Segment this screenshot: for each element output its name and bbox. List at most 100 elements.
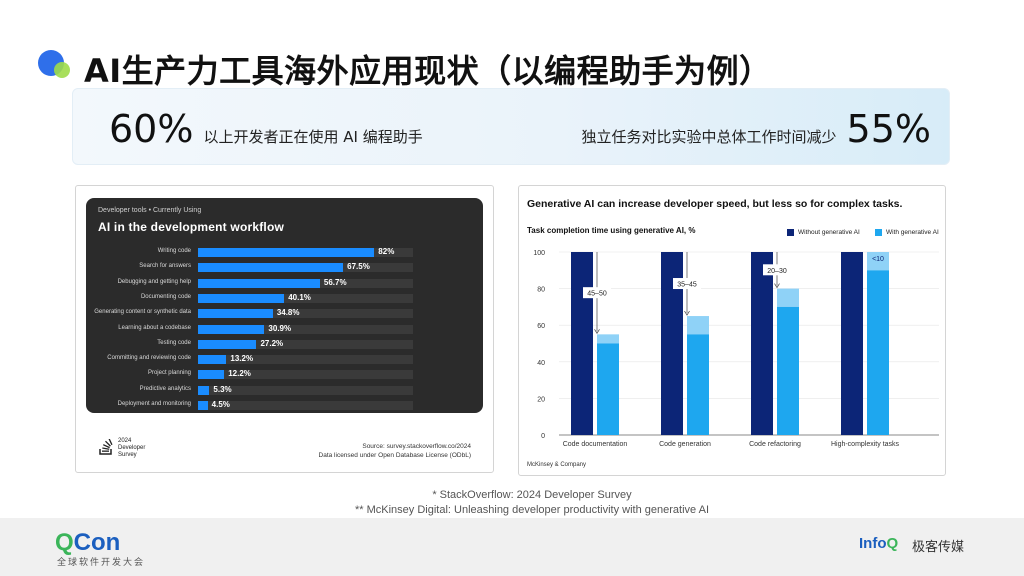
so-bar-row: Deployment and monitoring 4.5% — [86, 400, 483, 411]
so-bar-row: Testing code 27.2% — [86, 339, 483, 350]
infoq-logo-main: Info — [859, 535, 887, 552]
mk-ytick-label: 20 — [537, 396, 545, 403]
so-bar — [198, 248, 375, 257]
so-bar-value: 67.5% — [347, 262, 370, 272]
so-bar — [198, 309, 273, 319]
so-bar-row: Learning about a codebase 30.9% — [86, 324, 483, 335]
mk-bar-with-ai-range — [597, 334, 619, 344]
infoq-chinese-name: 极客传媒 — [912, 539, 965, 554]
so-bar-row: Documenting code 40.1% — [86, 293, 483, 304]
mk-category-label: High-complexity tasks — [831, 441, 900, 448]
stat-right: 独立任务对比实验中总体工作时间减少 55% — [582, 107, 931, 151]
mk-bar-with-ai-range — [687, 316, 709, 335]
mk-annotation-label: 45–50 — [587, 291, 607, 298]
mk-bar-without-ai — [841, 252, 863, 435]
page-title: AI生产力工具海外应用现状（以编程助手为例） — [84, 52, 772, 90]
legend-with-ai: With generative AI — [875, 229, 939, 236]
mk-category-label: Code generation — [659, 441, 711, 448]
mk-chart-subtitle: Task completion time using generative AI… — [527, 226, 696, 235]
stat-left-number: 60% — [109, 107, 194, 151]
so-bar — [198, 339, 257, 349]
mk-category-label: Code refactoring — [749, 441, 801, 448]
mk-ytick-label: 80 — [537, 287, 545, 294]
so-bar-label: Deployment and monitoring — [117, 401, 191, 407]
so-bar-label: Predictive analytics — [139, 385, 191, 392]
mk-chart-title: Generative AI can increase developer spe… — [527, 198, 903, 210]
title-bullet-icon — [38, 50, 78, 90]
mk-annotation-bg — [763, 264, 791, 276]
so-bar-label: Documenting code — [140, 293, 191, 300]
stat-left-text: 以上开发者正在使用 AI 编程助手 — [203, 128, 423, 146]
mk-bar-without-ai — [751, 252, 773, 435]
qcon-logo-rest: Con — [73, 529, 121, 556]
legend-without-ai: Without generative AI — [787, 229, 860, 236]
footer-bar: QCon 全球软件开发大会 InfoQ 极客传媒 — [0, 518, 1024, 576]
so-license-line: Data licensed under Open Database Licens… — [318, 452, 471, 459]
so-bar-track — [198, 309, 413, 319]
so-bar-track — [198, 263, 413, 273]
stat-band: 60% 以上开发者正在使用 AI 编程助手 独立任务对比实验中总体工作时间减少 … — [72, 88, 950, 165]
mk-annotation-bg — [673, 278, 701, 290]
so-chart-title: AI in the development workflow — [98, 220, 285, 234]
stackoverflow-chart-card: Developer tools • Currently Using AI in … — [75, 185, 494, 473]
mk-bar-with-ai — [597, 343, 619, 435]
so-bar-track — [198, 278, 413, 288]
so-bar-track — [198, 293, 413, 303]
so-bar-track — [198, 370, 413, 380]
so-bar-value: 12.2% — [228, 369, 251, 379]
stat-left: 60% 以上开发者正在使用 AI 编程助手 — [109, 107, 423, 151]
qcon-logo-q: Q — [55, 529, 74, 556]
infoq-logo: InfoQ — [859, 535, 898, 552]
legend-swatch-with — [875, 229, 882, 236]
mk-annotation-bg — [583, 287, 611, 299]
so-source-line: Source: survey.stackoverflow.co/2024 — [362, 443, 471, 450]
mk-bar-without-ai — [571, 252, 593, 435]
so-bar-value: 82% — [378, 247, 395, 256]
so-bar — [198, 385, 210, 395]
so-bar-row: Search for answers 67.5% — [86, 262, 483, 273]
so-bar-value: 5.3% — [213, 384, 232, 394]
mk-bar-with-ai-range — [867, 252, 889, 271]
so-bar-value: 56.7% — [323, 277, 347, 287]
mk-annotation-label: <10 — [872, 256, 884, 263]
so-bar-value: 13.2% — [230, 354, 254, 364]
mk-bar-with-ai — [867, 270, 889, 435]
infoq-logo-q: Q — [886, 535, 899, 552]
mk-ytick-label: 60 — [537, 323, 545, 330]
mk-source: McKinsey & Company — [527, 462, 587, 468]
so-bar — [198, 401, 208, 410]
so-bar — [198, 293, 285, 303]
mckinsey-chart-svg: 0 20 40 60 80 100 45–50 Code documentation 35–45… — [533, 250, 939, 448]
so-bar — [198, 324, 265, 334]
so-bar-value: 30.9% — [268, 323, 292, 333]
mk-bar-with-ai-range — [777, 288, 799, 307]
mk-annotation-arrowhead — [774, 283, 780, 289]
so-bar-label: Committing and reviewing code — [107, 355, 191, 362]
legend-swatch-without — [787, 229, 794, 236]
so-bar-track — [198, 385, 413, 395]
so-bar-track — [198, 324, 413, 334]
mk-ytick-label: 100 — [533, 250, 545, 257]
stat-right-number: 55% — [846, 107, 931, 151]
so-logo-text: 2024 Developer Survey — [118, 438, 146, 458]
footnote-mckinsey: ** McKinsey Digital: Unleashing develope… — [354, 504, 709, 516]
so-bar-track — [198, 339, 413, 349]
so-bar-label: Writing code — [157, 248, 191, 254]
qcon-logo: QCon — [55, 529, 120, 557]
legend-label-with: With generative AI — [886, 229, 939, 236]
mk-category-label: Code documentation — [563, 441, 628, 448]
legend-label-without: Without generative AI — [798, 229, 860, 236]
so-bar-row: Debugging and getting help 56.7% — [86, 278, 483, 289]
so-bar — [198, 355, 227, 365]
so-bar-value: 27.2% — [260, 338, 284, 348]
mckinsey-chart-card: 0 20 40 60 80 100 45–50 Code documentation 35–45… — [518, 185, 946, 476]
mk-bar-without-ai — [661, 252, 683, 435]
so-bar-row: Generating content or synthetic data 34.8… — [86, 308, 483, 319]
mk-annotation-label: 20–30 — [767, 268, 787, 275]
so-bar-track — [198, 248, 413, 257]
so-bar — [198, 370, 225, 380]
so-bar-label: Project planning — [147, 370, 191, 377]
so-bar-track — [198, 401, 413, 410]
so-source: Source: survey.stackoverflow.co/2024 Dat… — [319, 442, 471, 460]
so-bar-row: Predictive analytics 5.3% — [86, 385, 483, 396]
